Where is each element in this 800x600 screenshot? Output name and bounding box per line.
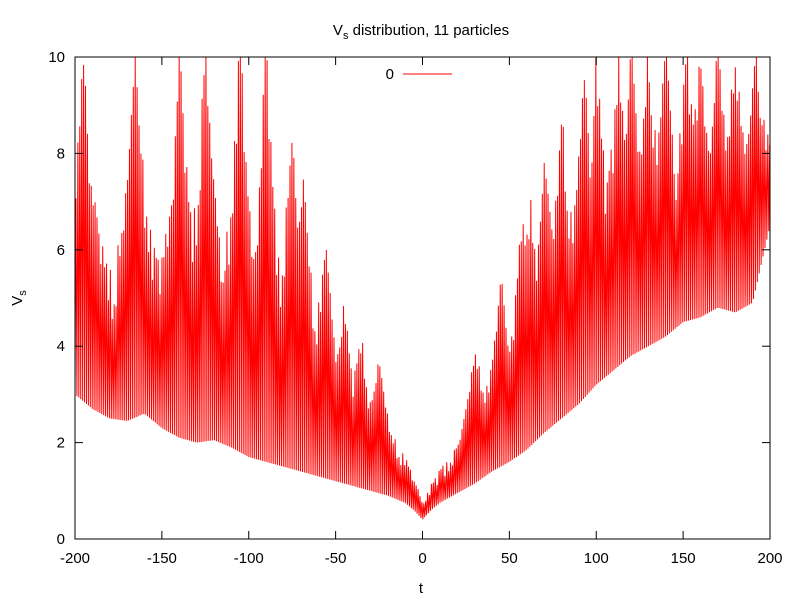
x-tick-label: -150 bbox=[147, 550, 177, 567]
y-tick-label: 8 bbox=[57, 145, 65, 162]
y-tick-label: 10 bbox=[48, 49, 65, 66]
chart-title-suffix: distribution, 11 particles bbox=[348, 22, 509, 39]
plot-area bbox=[74, 56, 771, 520]
chart-title-subscript: s bbox=[343, 30, 349, 42]
chart-title: Vs distribution, 11 particles bbox=[333, 22, 509, 42]
x-tick-label: -200 bbox=[60, 550, 90, 567]
y-axis-label-subscript: s bbox=[17, 290, 29, 296]
y-axis-label: Vs bbox=[9, 290, 29, 306]
y-tick-label: 0 bbox=[57, 531, 65, 548]
axis-ticks: -200 -150 -100 -50 0 50 100 150 200 0 2 4 6 8 10 bbox=[48, 49, 782, 567]
series-0-line bbox=[74, 56, 771, 520]
x-tick-label: 0 bbox=[418, 550, 426, 567]
x-tick-label: 200 bbox=[757, 550, 782, 567]
y-tick-label: 6 bbox=[57, 242, 65, 259]
legend: 0 bbox=[386, 66, 452, 83]
x-axis-label: t bbox=[419, 580, 424, 597]
x-tick-label: -100 bbox=[234, 550, 264, 567]
y-tick-label: 4 bbox=[57, 338, 65, 355]
x-tick-label: -50 bbox=[325, 550, 347, 567]
legend-label: 0 bbox=[386, 66, 394, 83]
x-tick-label: 150 bbox=[671, 550, 696, 567]
y-tick-label: 2 bbox=[57, 435, 65, 452]
x-tick-label: 100 bbox=[584, 550, 609, 567]
x-tick-label: 50 bbox=[501, 550, 518, 567]
